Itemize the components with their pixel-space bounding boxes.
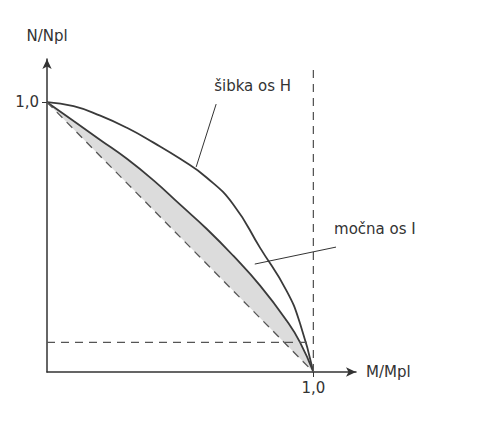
svg-text:1,0: 1,0 — [15, 93, 39, 111]
svg-text:šibka os H: šibka os H — [214, 77, 291, 95]
svg-text:M/Mpl: M/Mpl — [366, 363, 411, 381]
svg-text:N/Npl: N/Npl — [26, 27, 67, 45]
svg-text:1,0: 1,0 — [301, 379, 325, 397]
svg-text:močna os I: močna os I — [334, 220, 416, 238]
